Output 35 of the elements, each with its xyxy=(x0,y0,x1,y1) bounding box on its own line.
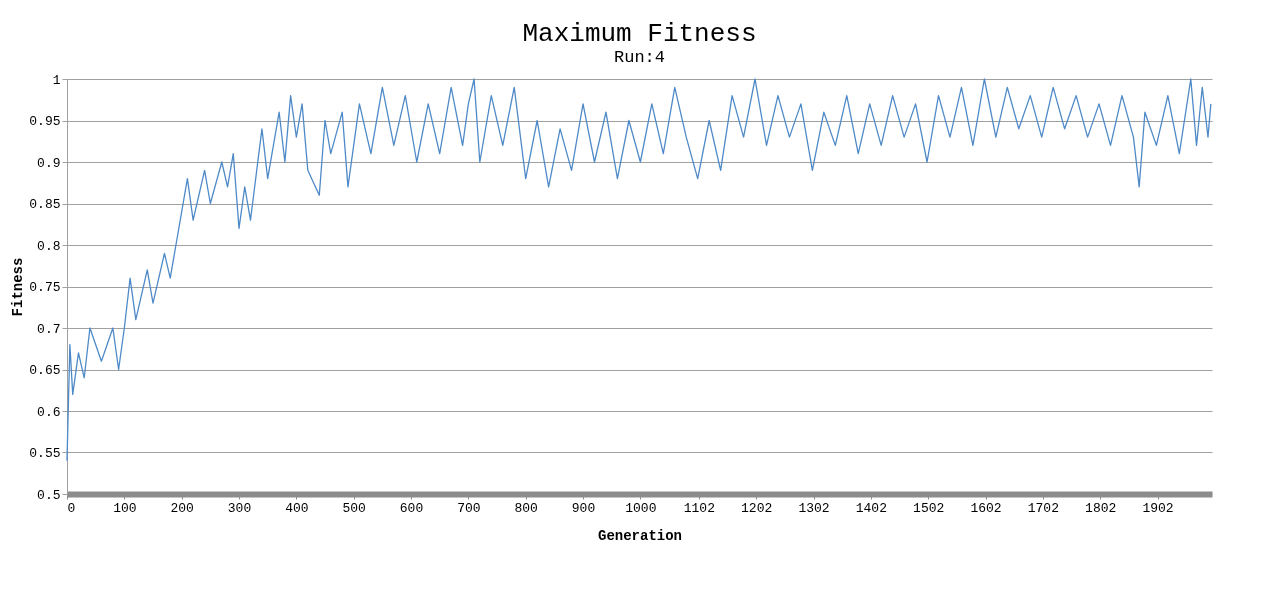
x-axis-title: Generation xyxy=(597,527,683,544)
x-tick-label: 1502 xyxy=(913,500,945,516)
y-tick-label: 1 xyxy=(52,72,61,88)
x-tick-label: 1402 xyxy=(855,500,887,516)
x-tick-label: 1902 xyxy=(1142,500,1174,516)
x-tick-label: 700 xyxy=(457,500,481,516)
x-tick-label: 1602 xyxy=(970,500,1002,516)
x-tick-label: 1000 xyxy=(625,500,657,516)
x-tick-label: 1702 xyxy=(1027,500,1059,516)
y-tick-label: 0.6 xyxy=(37,404,61,420)
chart-subtitle: Run:4 xyxy=(613,48,666,67)
y-tick-label: 0.8 xyxy=(37,238,61,254)
y-tick-label: 0.55 xyxy=(29,446,61,461)
y-tick-label: 0.7 xyxy=(37,321,61,337)
y-tick-label: 0.9 xyxy=(37,155,61,171)
x-tick-label: 1102 xyxy=(683,500,715,516)
y-tick-label: 0.5 xyxy=(37,487,61,503)
x-tick-label: 800 xyxy=(514,500,538,516)
chart-title: Maximum Fitness xyxy=(522,19,757,49)
x-tick-label: 0 xyxy=(67,500,76,516)
x-tick-label: 200 xyxy=(170,500,194,516)
x-tick-label: 400 xyxy=(285,500,309,516)
y-tick-label: 0.85 xyxy=(29,197,61,212)
x-tick-label: 1302 xyxy=(798,500,830,516)
x-tick-label: 300 xyxy=(227,500,252,516)
x-tick-label: 100 xyxy=(113,500,137,516)
y-tick-label: 0.95 xyxy=(29,114,61,129)
x-tick-label: 1802 xyxy=(1085,500,1117,516)
x-tick-label: 500 xyxy=(342,500,366,516)
y-axis-title: Fitness xyxy=(10,257,27,317)
x-tick-label: 600 xyxy=(399,500,424,516)
x-tick-label: 1202 xyxy=(741,500,773,516)
y-tick-label: 0.65 xyxy=(29,363,61,378)
y-tick-label: 0.75 xyxy=(29,280,61,295)
x-tick-label: 900 xyxy=(571,500,596,516)
